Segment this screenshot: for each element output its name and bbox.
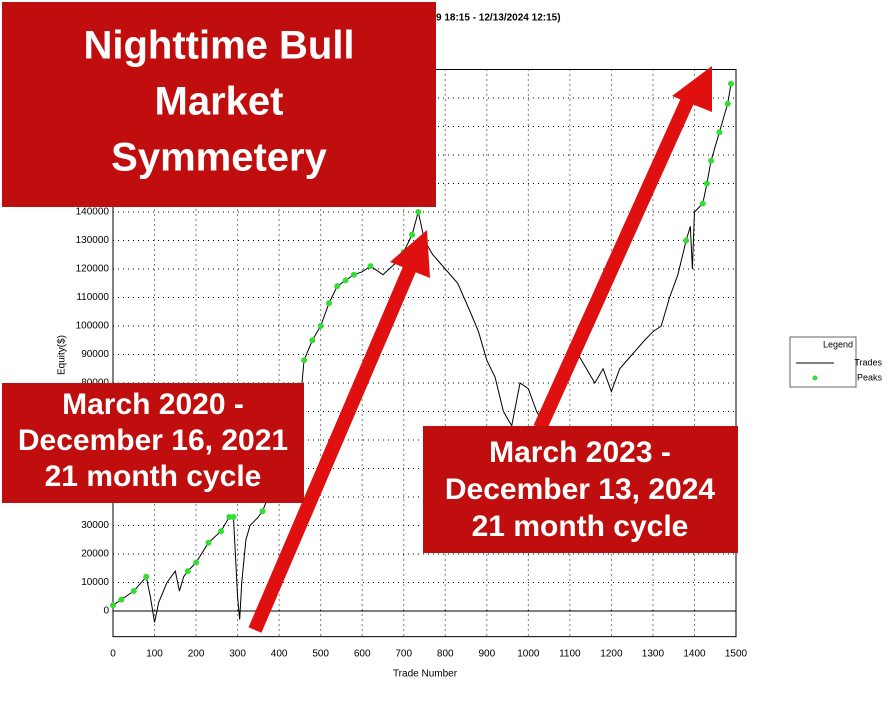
x-tick-label: 800 — [437, 648, 454, 659]
y-tick-label: 10000 — [81, 577, 109, 588]
y-tick-label: 0 — [103, 606, 109, 617]
annotation-box — [2, 383, 304, 503]
legend-title: Legend — [823, 339, 853, 349]
peak-point — [728, 80, 735, 87]
legend-label: Trades — [854, 357, 882, 367]
legend-box — [789, 336, 857, 388]
peak-point — [716, 129, 723, 136]
peak-point — [143, 573, 150, 580]
x-axis-label: Trade Number — [393, 669, 458, 680]
y-tick-label: 20000 — [81, 549, 109, 560]
y-tick-label: 100000 — [76, 321, 110, 332]
peak-point — [317, 323, 324, 329]
x-tick-label: 1300 — [642, 648, 665, 659]
x-tick-label: 600 — [354, 648, 371, 659]
annotation-text: Symmetery — [111, 136, 327, 180]
peak-point — [226, 513, 233, 520]
y-tick-label: 140000 — [76, 207, 110, 218]
peak-point — [130, 588, 137, 595]
annotation-text: December 13, 2024 — [445, 473, 716, 506]
annotation-text: December 16, 2021 — [18, 424, 288, 457]
x-tick-label: 1500 — [725, 648, 748, 659]
annotation-text: March 2023 - — [489, 436, 671, 469]
annotation-box — [423, 426, 738, 553]
x-tick-label: 500 — [312, 648, 329, 659]
peak-point — [342, 277, 349, 284]
peak-point — [699, 200, 706, 207]
arrow — [533, 92, 697, 431]
peak-point — [217, 528, 224, 535]
peak-point — [193, 559, 200, 566]
peak-point — [205, 539, 212, 546]
x-tick-label: 1200 — [600, 648, 623, 659]
x-tick-label: 900 — [478, 648, 495, 659]
peak-point — [350, 271, 357, 278]
peak-point — [259, 508, 266, 515]
y-tick-label: 110000 — [76, 292, 109, 303]
peak-point — [301, 357, 308, 364]
arrow-head — [390, 230, 430, 278]
peak-point — [110, 602, 116, 609]
x-tick-label: 1100 — [559, 648, 581, 659]
peak-point — [118, 596, 125, 603]
chart-title: 9 18:15 - 12/13/2024 12:15) — [436, 13, 561, 24]
annotation-box — [2, 2, 436, 207]
peak-point — [415, 209, 422, 215]
legend: Legend Trades Peaks — [789, 336, 883, 388]
x-tick-label: 400 — [271, 648, 288, 659]
peak-point — [309, 337, 316, 344]
legend-swatch — [812, 375, 818, 381]
peak-point — [683, 237, 690, 244]
arrow — [248, 265, 417, 633]
y-tick-label: 30000 — [81, 520, 109, 531]
x-tick-label: 700 — [395, 648, 412, 659]
annotation-text: 21 month cycle — [45, 460, 262, 493]
annotation-text: 21 month cycle — [472, 510, 689, 543]
y-axis-label: Equity($) — [57, 335, 68, 375]
annotation-text: March 2020 - — [62, 388, 244, 421]
arrow-head — [672, 66, 712, 112]
annotation-text: Nighttime Bull — [83, 24, 354, 68]
peak-point — [325, 300, 332, 307]
y-tick-label: 120000 — [76, 264, 110, 275]
peak-point — [724, 100, 731, 107]
y-tick-label: 90000 — [81, 349, 109, 360]
legend-label: Peaks — [857, 372, 883, 382]
annotation-text: Market — [155, 80, 284, 124]
peak-point — [703, 180, 710, 187]
peak-point — [708, 157, 715, 164]
x-tick-label: 100 — [146, 648, 163, 659]
y-tick-label: 130000 — [76, 235, 110, 246]
peak-point — [409, 231, 416, 238]
x-tick-label: 200 — [188, 648, 205, 659]
peak-point — [230, 513, 237, 520]
x-tick-label: 300 — [229, 648, 246, 659]
x-tick-label: 0 — [110, 648, 116, 659]
peak-point — [367, 263, 374, 270]
peak-point — [334, 283, 341, 290]
peak-point — [184, 568, 191, 575]
x-tick-label: 1400 — [683, 648, 706, 659]
overlay: Nighttime Bull Market Symmetery March 2020 … — [2, 2, 738, 633]
x-tick-label: 1000 — [517, 648, 540, 659]
